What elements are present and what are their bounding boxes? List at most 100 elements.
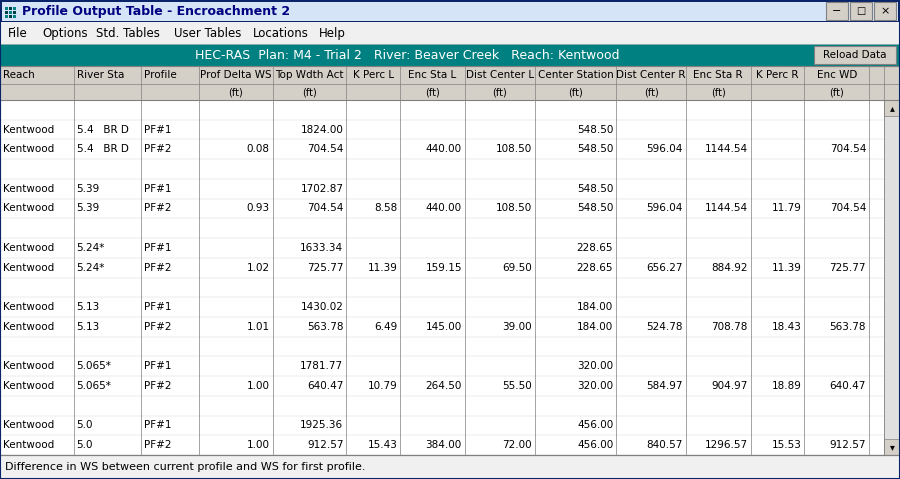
Bar [826,2,848,20]
Text: 640.47: 640.47 [307,381,344,391]
Text: PF#1: PF#1 [144,184,172,194]
Text: 5.4   BR D: 5.4 BR D [76,144,129,154]
Text: 1702.87: 1702.87 [301,184,344,194]
Text: 5.065*: 5.065* [76,361,112,371]
Text: PF#2: PF#2 [144,322,172,332]
Text: 69.50: 69.50 [502,262,532,273]
Text: 184.00: 184.00 [577,322,613,332]
Text: 884.92: 884.92 [711,262,748,273]
Bar [13,15,16,18]
Text: 912.57: 912.57 [830,440,866,450]
Text: File: File [8,26,28,39]
Text: Top Wdth Act: Top Wdth Act [275,70,344,80]
Text: 5.24*: 5.24* [76,243,105,253]
Text: PF#1: PF#1 [144,125,172,135]
Text: (ft): (ft) [302,87,317,97]
Text: 704.54: 704.54 [830,204,866,214]
Text: 596.04: 596.04 [646,204,683,214]
Text: Kentwood: Kentwood [3,302,54,312]
Text: 320.00: 320.00 [577,381,613,391]
Text: Kentwood: Kentwood [3,440,54,450]
Text: 584.97: 584.97 [646,381,683,391]
Bar [5,11,8,14]
Text: 159.15: 159.15 [426,262,462,273]
Text: 1.02: 1.02 [247,262,270,273]
Bar [884,100,900,116]
Bar [2,2,898,21]
Text: User Tables: User Tables [175,26,242,39]
Text: □: □ [857,6,866,16]
Text: 840.57: 840.57 [646,440,683,450]
Text: 725.77: 725.77 [307,262,344,273]
Text: 5.065*: 5.065* [76,381,112,391]
Text: 1.01: 1.01 [247,322,270,332]
Text: Center Station: Center Station [537,70,613,80]
Bar [0,44,900,66]
Text: PF#1: PF#1 [144,361,172,371]
Text: 1925.36: 1925.36 [301,421,344,431]
Text: 15.53: 15.53 [771,440,801,450]
Text: 725.77: 725.77 [830,262,866,273]
Text: (ft): (ft) [229,87,243,97]
Text: 5.39: 5.39 [76,204,100,214]
Text: 320.00: 320.00 [577,361,613,371]
Text: PF#1: PF#1 [144,421,172,431]
Text: PF#2: PF#2 [144,381,172,391]
Text: Kentwood: Kentwood [3,184,54,194]
Bar [9,11,12,14]
Bar [0,66,900,455]
Bar [5,7,8,10]
Text: Kentwood: Kentwood [3,361,54,371]
Text: Dist Center R: Dist Center R [616,70,686,80]
Text: ▴: ▴ [889,103,895,113]
Text: 8.58: 8.58 [374,204,397,214]
Text: Kentwood: Kentwood [3,243,54,253]
Text: Enc Sta L: Enc Sta L [409,70,456,80]
Text: Enc Sta R: Enc Sta R [693,70,743,80]
Text: 145.00: 145.00 [426,322,462,332]
Text: 5.24*: 5.24* [76,262,105,273]
Text: 548.50: 548.50 [577,184,613,194]
Text: 0.93: 0.93 [247,204,270,214]
Text: 704.54: 704.54 [307,204,344,214]
Bar [0,100,884,455]
Text: 456.00: 456.00 [577,440,613,450]
Text: 704.54: 704.54 [830,144,866,154]
Text: Std. Tables: Std. Tables [96,26,160,39]
Text: (ft): (ft) [568,87,583,97]
Bar [9,7,12,10]
Text: PF#2: PF#2 [144,204,172,214]
Text: 548.50: 548.50 [577,144,613,154]
Text: 5.0: 5.0 [76,440,94,450]
Text: Locations: Locations [253,26,309,39]
Text: Difference in WS between current profile and WS for first profile.: Difference in WS between current profile… [5,462,365,472]
Text: 1781.77: 1781.77 [301,361,344,371]
Text: ×: × [880,6,890,16]
Text: PF#1: PF#1 [144,243,172,253]
Text: 39.00: 39.00 [502,322,532,332]
Text: 5.0: 5.0 [76,421,94,431]
Text: 1.00: 1.00 [247,440,270,450]
Text: 596.04: 596.04 [646,144,683,154]
Text: Prof Delta WS: Prof Delta WS [200,70,272,80]
Text: PF#2: PF#2 [144,440,172,450]
Text: 563.78: 563.78 [307,322,344,332]
Text: 912.57: 912.57 [307,440,344,450]
Text: 5.13: 5.13 [76,322,100,332]
Text: 904.97: 904.97 [711,381,748,391]
Text: Help: Help [319,26,346,39]
Bar [0,455,900,479]
Text: 15.43: 15.43 [367,440,397,450]
Text: 548.50: 548.50 [577,125,613,135]
Text: 563.78: 563.78 [830,322,866,332]
Text: (ft): (ft) [425,87,440,97]
Text: Kentwood: Kentwood [3,144,54,154]
Text: 11.79: 11.79 [771,204,801,214]
Bar [884,100,900,455]
Text: Profile: Profile [144,70,177,80]
Bar [9,15,12,18]
Text: 6.49: 6.49 [374,322,397,332]
Text: 656.27: 656.27 [646,262,683,273]
Text: 10.79: 10.79 [367,381,397,391]
Text: 5.39: 5.39 [76,184,100,194]
